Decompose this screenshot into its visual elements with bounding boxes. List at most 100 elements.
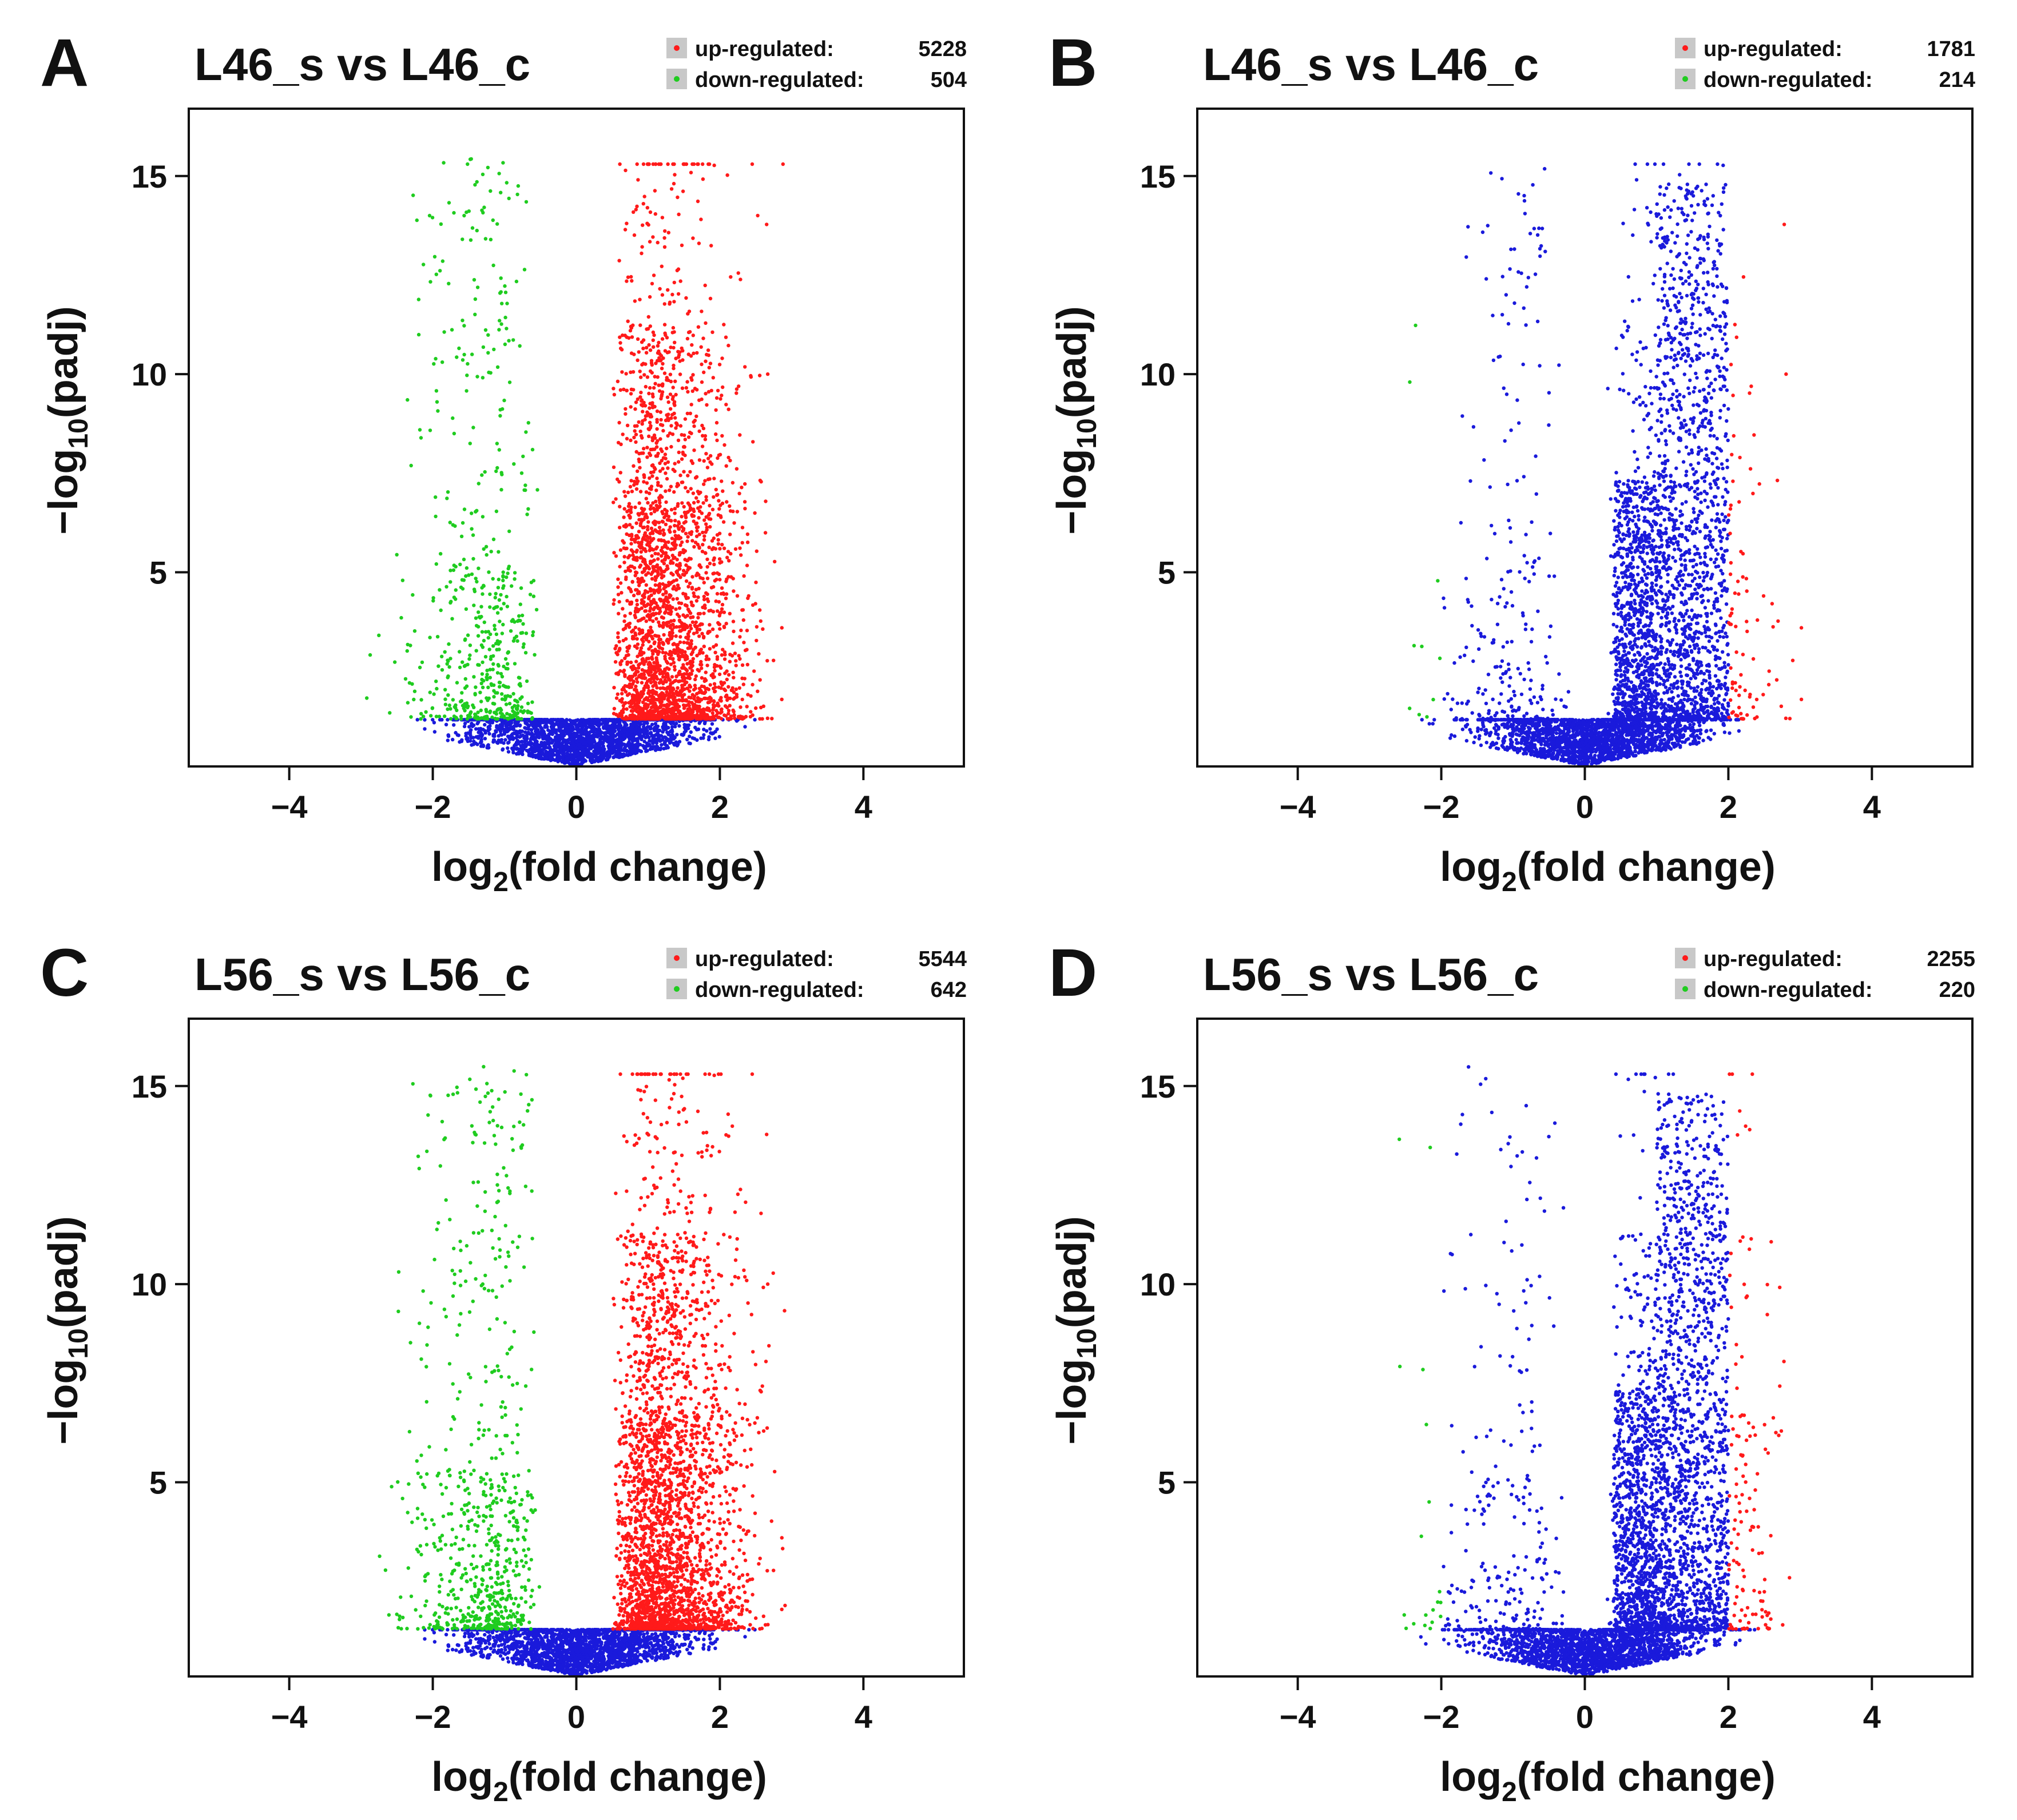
data-point-down [487, 570, 491, 574]
data-point-up [692, 594, 696, 598]
data-point-up [743, 677, 747, 681]
data-point-down [530, 700, 534, 704]
data-point-up [626, 555, 630, 559]
data-point-down [477, 482, 481, 486]
data-point-up [666, 466, 670, 470]
data-point-down [505, 575, 509, 579]
data-point-nonsig [590, 740, 595, 744]
data-point-down [474, 685, 478, 689]
data-point-nonsig [690, 736, 695, 740]
data-point-down [521, 454, 525, 459]
data-point-up [713, 579, 717, 583]
data-point-down [443, 650, 447, 654]
data-point-up [617, 420, 621, 425]
data-point-nonsig [529, 737, 533, 742]
data-point-down [439, 222, 443, 226]
data-point-down [462, 324, 466, 328]
data-point-nonsig [565, 741, 570, 745]
data-point-down [512, 462, 516, 466]
data-point-down [503, 685, 507, 689]
data-point-up [738, 546, 742, 550]
data-point-nonsig [497, 734, 501, 738]
data-point-down [531, 594, 536, 598]
data-point-up [674, 578, 678, 582]
data-point-nonsig [507, 740, 511, 745]
data-point-up [700, 676, 704, 680]
data-point-down [494, 509, 499, 514]
data-point-up [686, 535, 690, 539]
data-point-up [628, 328, 633, 333]
data-point-up [720, 479, 724, 483]
data-point-up [663, 585, 667, 589]
data-point-down [471, 533, 475, 537]
data-point-up [678, 372, 682, 376]
data-point-down [531, 630, 535, 634]
data-point-up [682, 504, 686, 509]
data-point-nonsig [701, 736, 705, 740]
data-point-nonsig [623, 745, 628, 749]
data-point-up [745, 629, 749, 633]
data-point-down [443, 702, 448, 706]
data-point-nonsig [654, 728, 658, 732]
data-point-up [660, 554, 664, 558]
data-point-nonsig [592, 729, 596, 733]
data-point-down [452, 563, 456, 567]
data-point-up [686, 390, 690, 394]
data-point-down [501, 570, 505, 574]
data-point-down [489, 371, 493, 375]
data-point-up [654, 656, 658, 660]
data-point-up [674, 392, 678, 397]
data-point-nonsig [642, 746, 646, 750]
data-point-down [368, 653, 372, 657]
data-point-up [630, 630, 634, 634]
data-point-nonsig [501, 747, 505, 751]
data-point-up [684, 531, 688, 535]
data-point-up [737, 491, 741, 495]
data-point-up [732, 589, 736, 593]
data-point-down [467, 657, 471, 661]
data-point-up [617, 639, 621, 644]
data-point-down [499, 607, 503, 611]
data-point-down [519, 631, 523, 635]
data-point-up [691, 657, 696, 661]
data-point-down [463, 677, 467, 681]
data-point-up [644, 384, 648, 389]
data-point-down [524, 631, 529, 635]
data-point-nonsig [637, 721, 641, 726]
data-point-down [490, 715, 494, 720]
data-point-up [728, 717, 732, 721]
data-point-up [653, 212, 658, 216]
data-point-nonsig [597, 723, 601, 728]
data-point-up [616, 593, 621, 597]
data-point-up [654, 617, 658, 621]
data-point-up [657, 634, 661, 638]
data-point-down [406, 398, 410, 402]
data-point-up [673, 530, 677, 534]
data-point-up [681, 528, 686, 533]
data-point-down [437, 714, 442, 718]
data-point-down [405, 649, 409, 653]
data-point-down [485, 553, 489, 557]
data-point-down [455, 717, 459, 721]
data-point-up [653, 382, 657, 386]
data-point-nonsig [601, 756, 605, 761]
data-point-down [483, 655, 488, 659]
data-point-up [618, 526, 622, 530]
data-point-down [480, 586, 484, 590]
data-point-up [718, 627, 722, 631]
data-point-up [695, 529, 699, 533]
data-point-up [714, 487, 718, 492]
data-point-down [534, 607, 539, 612]
data-point-down [458, 650, 462, 654]
data-point-up [656, 359, 660, 363]
data-point-up [680, 714, 684, 718]
data-point-down [471, 557, 475, 561]
data-point-nonsig [670, 725, 674, 729]
data-point-nonsig [702, 733, 706, 737]
data-point-up [657, 340, 661, 345]
data-point-down [497, 328, 501, 332]
data-point-up [711, 571, 715, 576]
data-point-down [517, 682, 521, 687]
data-point-nonsig [491, 733, 495, 737]
data-point-up [697, 545, 701, 549]
